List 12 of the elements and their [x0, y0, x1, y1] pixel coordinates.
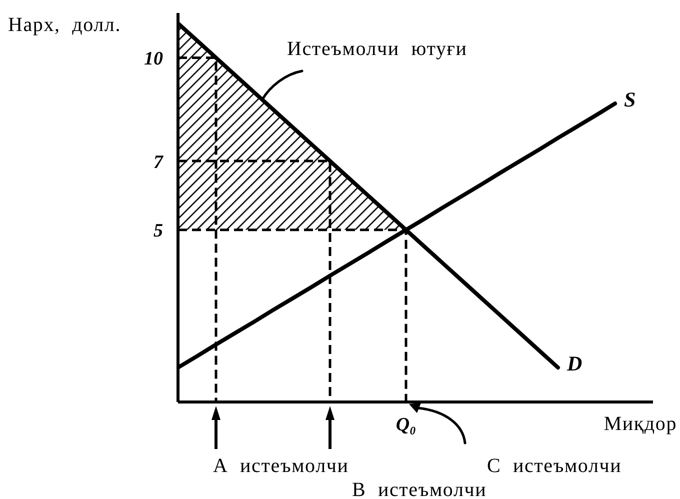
y-tick-label: 5 — [154, 220, 164, 242]
text: А истеъмолчи — [213, 455, 349, 477]
y-tick-label: 7 — [154, 152, 164, 173]
x-tick-label: Q₀ — [396, 414, 416, 436]
annotation: Истеъмолчи ютуғи — [287, 38, 468, 60]
y-tick-label: 10 — [144, 48, 164, 70]
series-label: S — [624, 88, 636, 112]
text: В истеъмолчи — [352, 479, 487, 499]
text: С истеъмолчи — [487, 455, 622, 477]
y-axis-title: Нарх, долл. — [8, 14, 121, 36]
series-label: D — [566, 352, 582, 376]
x-axis-title: Миқдор — [604, 413, 677, 435]
